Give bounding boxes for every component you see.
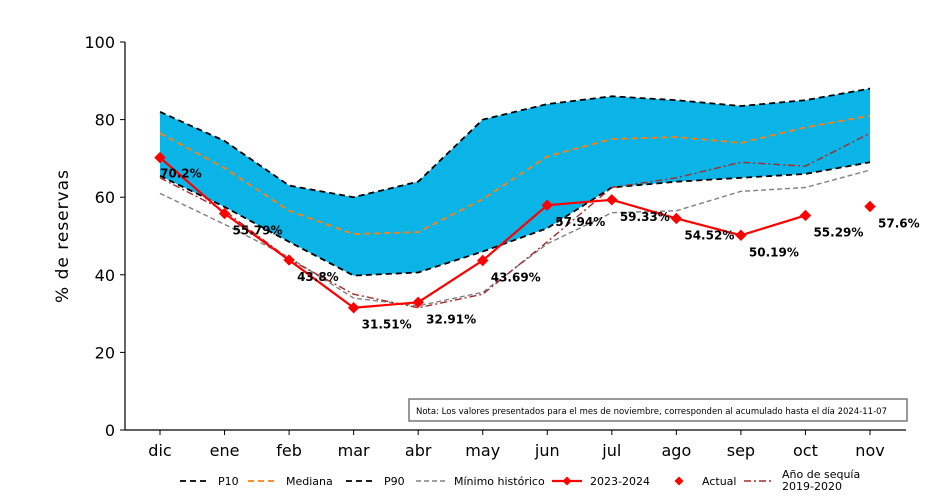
data-label-mar: 31.51% [362,318,412,332]
x-tick-label-mar: mar [338,441,370,460]
legend-item-ano-de-sequia-2019-2020: Año de sequía 2019-2020 [744,468,860,493]
series-markers-layer [154,151,876,314]
x-tick-label-ene: ene [210,441,240,460]
series-line-p10 [159,161,871,277]
x-tick-label-feb: feb [276,441,302,460]
legend-item-mediana: Mediana [248,475,333,488]
marker-actual-nov [864,200,876,213]
x-tick-label-jul: jul [601,441,621,460]
data-label-abr: 32.91% [426,312,476,326]
legend: P10 Mediana P90 Mínimo histórico 2023-2024 Ac… [180,468,860,493]
y-tick-label-0: 0 [105,421,115,440]
data-label-jul: 59.33% [620,210,670,224]
marker-2023-2024-jul [606,194,618,206]
legend-swatch-marker [674,476,684,486]
legend-item-p90: P90 [346,475,405,488]
legend-label-mediana: Mediana [286,475,333,488]
data-label-oct: 55.29% [813,225,863,239]
data-label-dic: 70.2% [160,167,202,181]
marker-2023-2024-ene [218,207,231,220]
series-line-p90 [159,87,871,199]
data-label-may: 43.69% [491,270,541,284]
marker-2023-2024-oct [799,209,812,222]
y-tick-label-80: 80 [95,111,115,130]
legend-label-2023-2024: 2023-2024 [590,475,650,488]
legend-label-actual: Actual [702,475,736,488]
legend-label-p10: P10 [218,475,239,488]
y-tick-label-40: 40 [95,266,115,285]
x-tick-label-nov: nov [855,441,884,460]
marker-2023-2024-jun [541,199,553,211]
note-annotation: Nota: Los valores presentados para el me… [408,398,908,422]
marker-2023-2024-may [477,254,489,267]
legend-label-minimo-historico: Mínimo histórico [454,475,545,488]
marker-2023-2024-sep [735,229,747,241]
x-tick-label-ago: ago [661,441,691,460]
marker-2023-2024-dic [154,151,166,164]
x-tick-label-jun: jun [534,441,560,460]
legend-item-minimo-historico: Mínimo histórico [416,475,545,488]
marker-2023-2024-feb [283,254,295,266]
y-axis-label: % de reservas [53,169,73,303]
legend-label-ano-de-sequia-2019-2020: Año de sequía 2019-2020 [782,468,860,493]
legend-item-actual: Actual [674,475,736,488]
x-tick-label-oct: oct [793,441,818,460]
series-line-mediana [159,114,871,235]
marker-2023-2024-mar [347,302,360,314]
x-tick-label-dic: dic [148,441,171,460]
y-tick-label-100: 100 [84,33,115,52]
y-tick-label-20: 20 [95,343,115,362]
legend-item-p10: P10 [180,475,239,488]
data-label-nov: 57.6% [878,217,920,231]
ticks-layer: 0 20 40 60 80 100 dic ene feb mar abr may jun jul ago s… [84,33,884,460]
data-label-ene: 55.79% [233,224,283,238]
legend-item-2023-2024: 2023-2024 [552,475,650,488]
data-label-ago: 54.52% [684,228,734,242]
y-tick-label-60: 60 [95,188,115,207]
note-box-frame [408,398,908,422]
x-tick-label-may: may [465,441,500,460]
data-label-sep: 50.19% [749,245,799,259]
marker-2023-2024-abr [412,296,424,309]
data-labels-layer: 70.2% 55.79% 43.8% 31.51% 32.91% 43.69% 57.94%… [160,167,920,332]
marker-2023-2024-ago [670,212,683,225]
series-lines-layer [159,87,871,309]
data-label-feb: 43.8% [297,270,339,284]
data-label-jun: 57.94% [555,215,605,229]
x-tick-label-sep: sep [727,441,755,460]
note-text: Nota: Los valores presentados para el me… [416,407,887,417]
legend-swatch-marker [562,476,572,486]
axes-layer: % de reservas [53,42,906,431]
x-tick-label-abr: abr [405,441,432,460]
legend-label-p90: P90 [384,475,405,488]
